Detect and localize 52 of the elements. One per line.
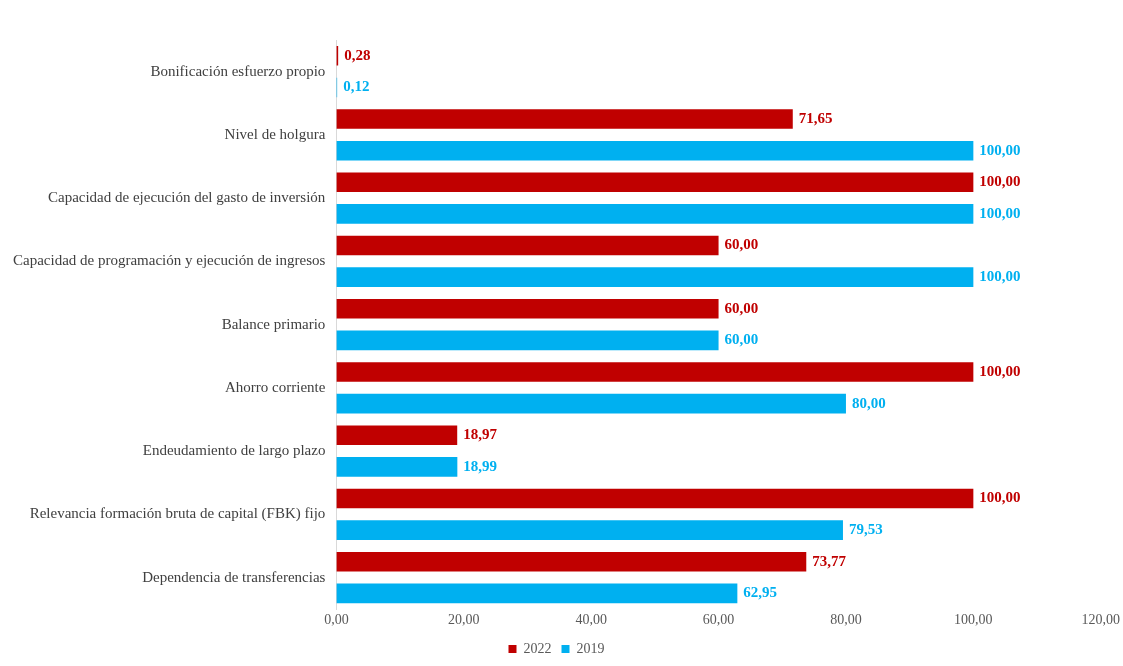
bar bbox=[336, 298, 719, 319]
data-label: 100,00 bbox=[979, 141, 1021, 158]
data-label: 71,65 bbox=[798, 109, 833, 126]
bar bbox=[336, 172, 974, 193]
legend-label: 2022 bbox=[523, 640, 552, 656]
data-label: 80,00 bbox=[851, 394, 886, 411]
data-label: 60,00 bbox=[724, 299, 759, 316]
y-tick-label: Nivel de holgura bbox=[224, 125, 326, 142]
x-tick-label: 80,00 bbox=[830, 612, 862, 628]
data-label: 100,00 bbox=[979, 362, 1021, 379]
data-label: 79,53 bbox=[848, 521, 883, 538]
x-tick-label: 20,00 bbox=[448, 612, 480, 628]
bar bbox=[336, 235, 719, 256]
bar bbox=[336, 140, 974, 161]
bar bbox=[336, 583, 738, 604]
y-tick-label: Balance primario bbox=[221, 315, 326, 332]
bar bbox=[336, 457, 458, 477]
data-label: 18,97 bbox=[463, 426, 498, 443]
y-tick-label: Relevancia formación bruta de capital (FBK) fijo bbox=[29, 505, 326, 523]
data-label: 100,00 bbox=[979, 268, 1021, 285]
bar bbox=[336, 488, 974, 509]
x-tick-label: 0,00 bbox=[324, 612, 349, 628]
x-tick-label: 120,00 bbox=[1081, 612, 1120, 628]
bar bbox=[336, 204, 974, 224]
bar bbox=[336, 425, 458, 446]
bar bbox=[336, 520, 843, 540]
data-label: 73,77 bbox=[812, 552, 847, 569]
data-label: 100,00 bbox=[979, 204, 1021, 221]
data-label: 100,00 bbox=[979, 489, 1021, 506]
y-tick-label: Capacidad de programación y ejecución de ingresos bbox=[12, 252, 326, 269]
bar bbox=[336, 362, 974, 382]
x-tick-label: 100,00 bbox=[954, 612, 993, 628]
y-tick-label: Capacidad de ejecución del gasto de inversión bbox=[47, 189, 326, 206]
data-label: 18,99 bbox=[463, 457, 498, 474]
x-tick-label: 60,00 bbox=[702, 612, 735, 628]
x-tick-label: 40,00 bbox=[575, 612, 607, 628]
data-label: 60,00 bbox=[724, 331, 759, 348]
data-label: 100,00 bbox=[979, 173, 1021, 190]
bar bbox=[336, 267, 974, 287]
y-tick-label: Bonificación esfuerzo propio bbox=[150, 62, 326, 79]
bar bbox=[336, 109, 793, 129]
data-label: 0,12 bbox=[343, 78, 370, 95]
data-label: 60,00 bbox=[724, 236, 759, 253]
y-tick-label: Dependencia de transferencias bbox=[142, 568, 326, 585]
bar bbox=[336, 551, 807, 572]
data-label: 0,28 bbox=[344, 46, 371, 63]
y-tick-label: Endeudamiento de largo plazo bbox=[142, 442, 326, 459]
y-tick-label: Ahorro corriente bbox=[225, 378, 326, 395]
legend-label: 2019 bbox=[576, 640, 605, 656]
bar bbox=[336, 393, 846, 414]
bar bbox=[336, 330, 719, 351]
data-label: 62,95 bbox=[743, 584, 778, 601]
